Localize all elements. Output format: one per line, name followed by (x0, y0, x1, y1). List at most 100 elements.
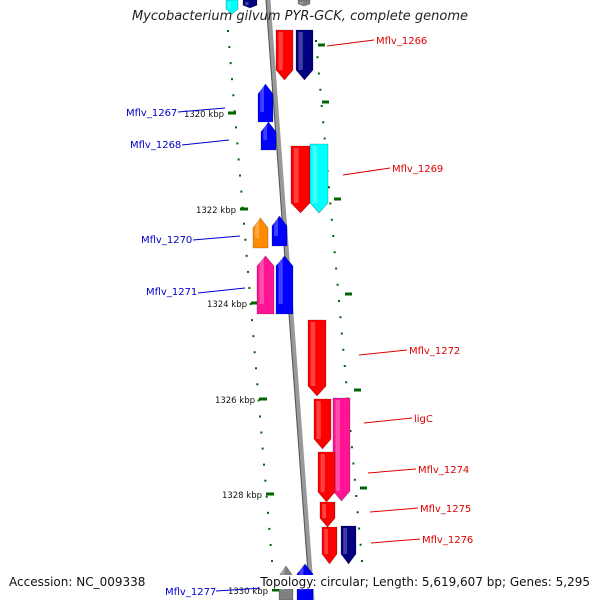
tick-label: 1320 kbp (184, 110, 224, 120)
ruler-dot (261, 447, 264, 450)
gene-ligc-magenta-highlight (335, 400, 340, 491)
ruler-dot (323, 137, 326, 140)
gene-mflv-1266-navy-highlight (298, 32, 303, 70)
gene-mflv-1270-blue-shape (271, 215, 288, 247)
ruler-dot (251, 319, 253, 322)
ruler-dot (332, 235, 335, 237)
gene-mflv-1271-blue (275, 255, 294, 315)
gene-leader-line (342, 167, 391, 176)
gene-leader-line (363, 417, 413, 424)
ruler-dot (333, 251, 336, 254)
ruler-dot (336, 283, 339, 286)
ruler-dot (349, 430, 352, 432)
gene-mflv-1269-red-shape (290, 145, 311, 214)
gene-label-mflv_1267: Mflv_1267 (126, 108, 177, 119)
ruler-dot (265, 495, 268, 498)
gene-mflv-1269-red (290, 145, 311, 214)
gene-mflv-1276-navy-shape (340, 525, 357, 565)
ruler-dot (240, 190, 243, 193)
gene-mflv-1276-navy-highlight (343, 528, 347, 554)
gene-top-cyan (225, 0, 239, 15)
ruler-dot (358, 527, 361, 530)
gene-mflv-1270-orange-shape (252, 217, 269, 249)
ruler-dot (317, 72, 320, 75)
gene-top-navy-shape (242, 0, 258, 9)
gene-top-navy (242, 0, 258, 9)
ruler-dot (259, 415, 261, 418)
gene-label-mflv_1274: Mflv_1274 (418, 465, 469, 476)
gene-ligc-magenta (332, 397, 351, 502)
ruler-dot (342, 348, 345, 351)
gene-mflv-1276-highlight (324, 529, 328, 554)
ruler-dot (252, 335, 255, 338)
gene-mflv-1274-highlight (320, 454, 325, 492)
ruler-dot (361, 560, 363, 562)
gene-mflv-1271-blue-shape (275, 255, 294, 315)
gene-mflv-1271-blue-highlight (278, 258, 283, 304)
gene-leader-line (181, 139, 230, 146)
gene-mflv-1266-red (275, 29, 294, 81)
gene-label-mflv_1268: Mflv_1268 (130, 140, 181, 151)
gene-mflv-1270-orange (252, 217, 269, 249)
tick-label: 1328 kbp (222, 491, 262, 501)
gene-mflv-1275-highlight (322, 504, 326, 519)
ruler-dot (339, 316, 342, 319)
ruler-right (315, 40, 363, 562)
ruler-dot (320, 105, 323, 107)
gene-mflv-1276-navy (340, 525, 357, 565)
gene-mflv-1270-blue (271, 215, 288, 247)
gene-mflv-1267-highlight (260, 86, 264, 112)
ruler-dot (237, 158, 240, 161)
ruler-dot (228, 46, 231, 49)
ruler-dot (350, 446, 353, 449)
gene-leader-line (215, 587, 263, 592)
gene-mflv-1267 (257, 83, 274, 123)
gene-label-mflv_1275: Mflv_1275 (420, 504, 471, 515)
gene-mflv-1274 (317, 451, 336, 503)
ruler-dot (257, 399, 260, 402)
ruler-dot (245, 254, 248, 257)
ruler-dot (322, 121, 325, 124)
gene-leader-line (369, 507, 419, 513)
ruler-dot (239, 174, 241, 177)
gene-label-ligc: ligC (414, 414, 433, 425)
ruler-dot (231, 78, 233, 81)
gene-mflv-1270-blue-highlight (274, 218, 278, 236)
gene-label-mflv_1272: Mflv_1272 (409, 346, 460, 357)
ruler-dot (271, 560, 273, 562)
gene-leader-line (192, 235, 241, 241)
gene-label-mflv_1271: Mflv_1271 (146, 287, 197, 298)
gene-ligc-red (313, 398, 332, 450)
ruler-dot (255, 367, 257, 370)
ruler-dot (232, 94, 235, 97)
gene-mflv-1276-shape (321, 526, 338, 565)
gene-mflv-1271-magenta (256, 255, 275, 315)
ruler-dot (338, 300, 340, 302)
ruler-dot (343, 365, 346, 367)
ruler-dot (327, 186, 330, 189)
gene-mflv-1268 (260, 121, 277, 151)
gene-top-gray-highlight (299, 2, 303, 4)
ruler-dot (345, 381, 348, 384)
ruler-dot (316, 56, 319, 59)
gene-leader-line (177, 107, 226, 113)
ruler-dot (356, 511, 359, 514)
ruler-dot (249, 303, 252, 306)
ruler-dot (355, 495, 358, 497)
ruler-dot (329, 202, 332, 205)
ruler-dot (359, 543, 362, 546)
ruler-dot (229, 62, 232, 65)
ruler-dot (248, 286, 251, 289)
gene-mflv-1276 (321, 526, 338, 565)
gene-top-gray-shape (297, 0, 311, 7)
gene-label-mflv_1276: Mflv_1276 (422, 535, 473, 546)
ruler-dot (227, 30, 229, 32)
gene-mflv-1268-shape (260, 121, 277, 151)
ruler-dot (236, 142, 239, 145)
ruler-dot (243, 222, 245, 225)
ruler-dot (269, 543, 272, 546)
gene-label-mflv_1277: Mflv_1277 (165, 587, 216, 598)
ruler-dot (235, 126, 237, 129)
gene-mflv-1269-red-highlight (293, 148, 299, 203)
